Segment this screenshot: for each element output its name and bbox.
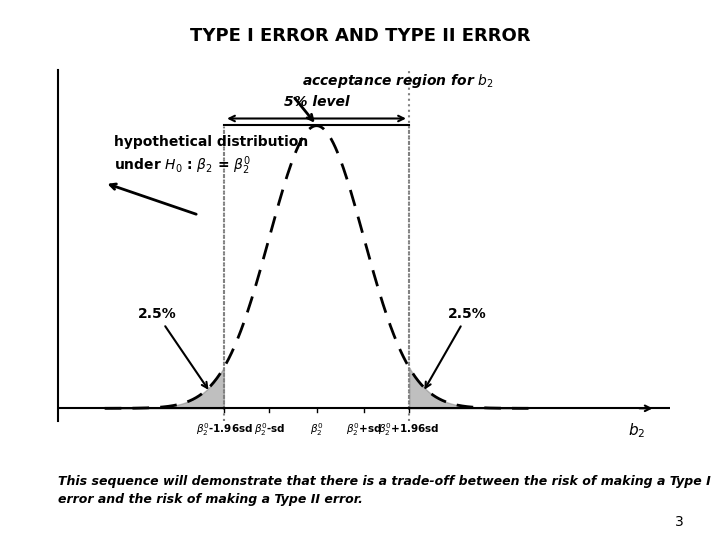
- Text: $\beta_2^0$: $\beta_2^0$: [310, 421, 323, 438]
- Text: $\beta_2^0$-sd: $\beta_2^0$-sd: [253, 421, 285, 438]
- Text: 2.5%: 2.5%: [426, 307, 487, 388]
- Text: acceptance region for $b_2$: acceptance region for $b_2$: [302, 71, 495, 90]
- Text: This sequence will demonstrate that there is a trade-off between the risk of mak: This sequence will demonstrate that ther…: [58, 475, 711, 506]
- Text: hypothetical distribution
under $H_0$ : $\beta_2$ = $\beta_2^0$: hypothetical distribution under $H_0$ : …: [114, 134, 308, 178]
- Text: $b_2$: $b_2$: [628, 421, 645, 440]
- Text: TYPE I ERROR AND TYPE II ERROR: TYPE I ERROR AND TYPE II ERROR: [190, 27, 530, 45]
- Text: $\beta_2^0$+1.96sd: $\beta_2^0$+1.96sd: [378, 421, 439, 438]
- Text: 2.5%: 2.5%: [138, 307, 207, 388]
- Text: 3: 3: [675, 515, 684, 529]
- Text: $\beta_2^0$-1.96sd: $\beta_2^0$-1.96sd: [196, 421, 253, 438]
- Text: 5% level: 5% level: [284, 95, 349, 109]
- Text: $\beta_2^0$+sd: $\beta_2^0$+sd: [346, 421, 382, 438]
